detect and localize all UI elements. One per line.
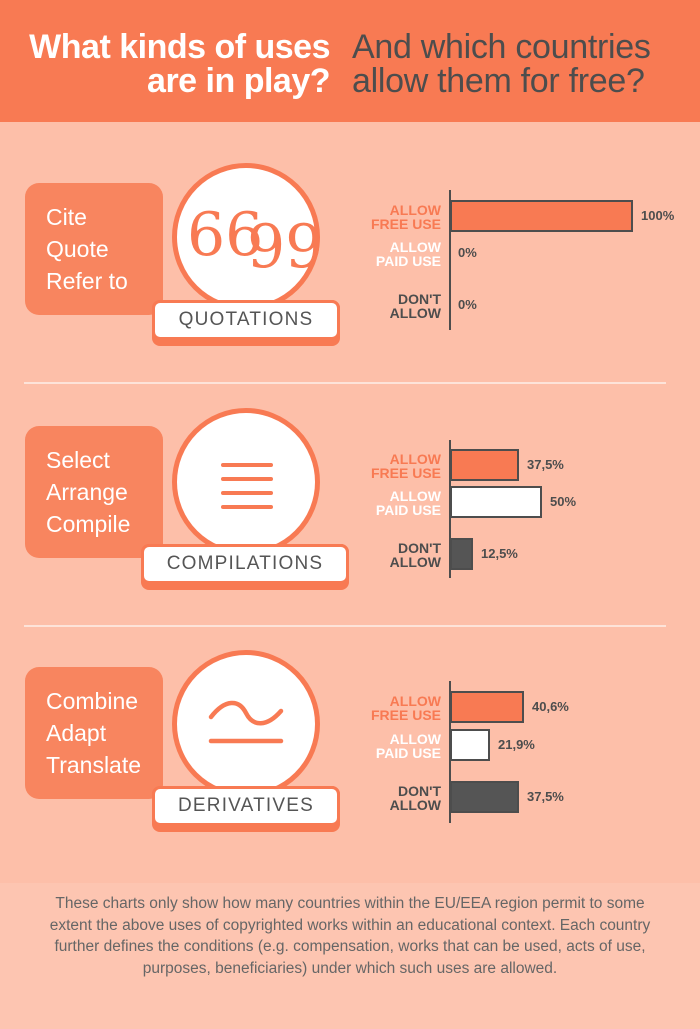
category-label-paid-use: ALLOW PAID USE <box>361 489 441 517</box>
bar-free-use <box>450 691 524 723</box>
value-label-paid-use: 50% <box>550 494 577 509</box>
value-label-dont-allow: 37,5% <box>527 789 564 804</box>
verb: Compile <box>46 511 131 537</box>
tag-label: COMPILATIONS <box>141 544 349 584</box>
category-label-line: ALLOW <box>389 239 441 255</box>
icon-line <box>221 463 273 467</box>
verb: Combine <box>46 688 139 714</box>
category-label-line: PAID USE <box>375 253 441 269</box>
category-label-line: ALLOW <box>389 488 441 504</box>
category-label-line: ALLOW <box>389 731 441 747</box>
footnote-text: These charts only show how many countrie… <box>49 895 651 977</box>
category-label-free-use: ALLOW FREE USE <box>361 203 441 231</box>
category-label-line: FREE USE <box>370 465 441 481</box>
value-label-paid-use: 21,9% <box>498 737 535 752</box>
section-divider <box>24 625 666 627</box>
verb: Select <box>46 447 110 473</box>
icon-line <box>221 477 273 481</box>
bar-free-use <box>450 449 519 481</box>
stacked-lines-icon <box>172 408 320 556</box>
category-label-paid-use: ALLOW PAID USE <box>361 732 441 760</box>
verb: Arrange <box>46 479 128 505</box>
bar-free-use <box>450 200 633 232</box>
wave-graphic <box>208 700 284 744</box>
verb: Quote <box>46 236 109 262</box>
category-label-line: ALLOW <box>389 693 441 709</box>
category-label-line: FREE USE <box>370 707 441 723</box>
tag-quotations: QUOTATIONS <box>152 300 340 346</box>
category-label-line: ALLOW <box>389 202 441 218</box>
bar-dont-allow <box>450 538 473 570</box>
category-label-line: ALLOW <box>389 451 441 467</box>
category-label-line: DON'T <box>398 540 441 556</box>
bar-paid-use <box>450 729 490 761</box>
header-question-line1: What kinds of uses <box>29 28 330 66</box>
open-quote-glyph: 66 <box>187 200 264 270</box>
header-answer-line1: And which countries <box>352 28 651 66</box>
value-label-free-use: 40,6% <box>532 699 569 714</box>
verb: Adapt <box>46 720 107 746</box>
icon-line <box>221 491 273 495</box>
value-label-free-use: 37,5% <box>527 457 564 472</box>
verb: Refer to <box>46 268 128 294</box>
value-label-free-use: 100% <box>641 208 675 223</box>
category-label-line: ALLOW <box>389 554 441 570</box>
header-question-line2: are in play? <box>147 62 330 100</box>
verb: Translate <box>46 752 142 778</box>
header-answer-line2: allow them for free? <box>352 62 645 100</box>
header-question: What kinds of uses are in play? <box>29 30 330 98</box>
value-label-paid-use: 0% <box>458 245 477 260</box>
category-label-line: DON'T <box>398 291 441 307</box>
tag-label: DERIVATIVES <box>152 786 340 826</box>
value-label-dont-allow: 0% <box>458 297 477 312</box>
category-label-dont-allow: DON'T ALLOW <box>361 292 441 320</box>
verbs-box: Select Arrange Compile <box>25 426 163 558</box>
header-banner: What kinds of uses are in play? And whic… <box>0 0 700 122</box>
bar-dont-allow <box>450 781 519 813</box>
section-divider <box>24 382 666 384</box>
header-answer: And which countries allow them for free? <box>352 30 651 98</box>
tag-compilations: COMPILATIONS <box>141 544 349 590</box>
chart-axis <box>449 190 451 330</box>
bar-paid-use <box>450 486 542 518</box>
category-label-dont-allow: DON'T ALLOW <box>361 784 441 812</box>
tag-label: QUOTATIONS <box>152 300 340 340</box>
verb: Cite <box>46 204 87 230</box>
verbs-box: Cite Quote Refer to <box>25 183 163 315</box>
category-label-line: PAID USE <box>375 502 441 518</box>
category-label-line: FREE USE <box>370 216 441 232</box>
value-label-dont-allow: 12,5% <box>481 546 518 561</box>
category-label-free-use: ALLOW FREE USE <box>361 694 441 722</box>
category-label-free-use: ALLOW FREE USE <box>361 452 441 480</box>
wave-line-icon <box>172 650 320 798</box>
close-quote-glyph: 99 <box>247 212 324 282</box>
category-label-line: ALLOW <box>389 305 441 321</box>
category-label-line: ALLOW <box>389 797 441 813</box>
category-label-line: PAID USE <box>375 745 441 761</box>
category-label-line: DON'T <box>398 783 441 799</box>
category-label-paid-use: ALLOW PAID USE <box>361 240 441 268</box>
icon-line <box>221 505 273 509</box>
verbs-box: Combine Adapt Translate <box>25 667 163 799</box>
category-label-dont-allow: DON'T ALLOW <box>361 541 441 569</box>
footnote-box: These charts only show how many countrie… <box>0 883 700 1029</box>
quotation-marks-icon: 66 99 <box>172 163 324 311</box>
tag-derivatives: DERIVATIVES <box>152 786 340 832</box>
